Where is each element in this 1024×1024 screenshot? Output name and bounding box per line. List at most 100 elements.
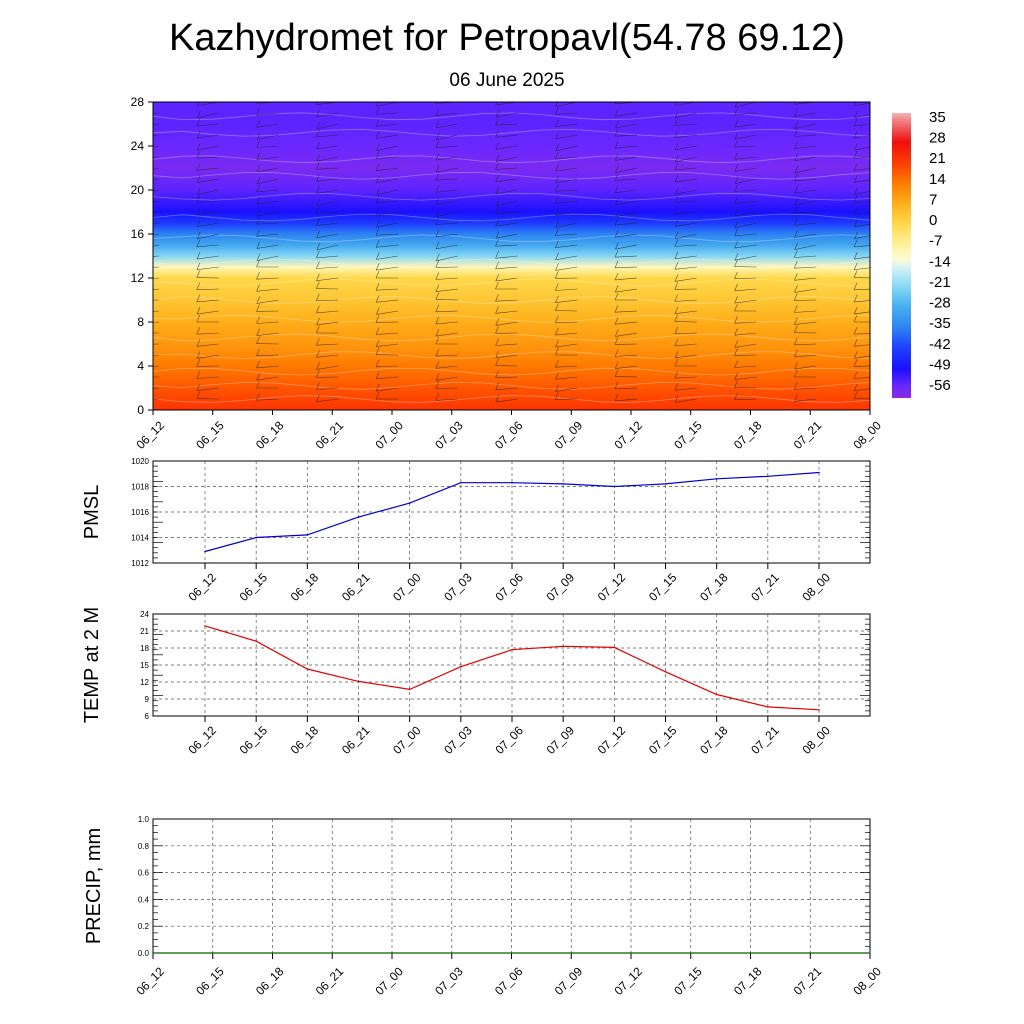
- wind-barb: [734, 178, 757, 184]
- wind-barb-feather: [614, 292, 619, 301]
- wind-barb: [555, 200, 578, 204]
- colorbar-label: 35: [929, 109, 946, 126]
- wind-barb: [495, 255, 518, 259]
- wind-barb: [376, 266, 399, 271]
- wind-barb: [153, 343, 160, 345]
- y-tick-label: 16: [131, 227, 145, 241]
- wind-barb: [256, 244, 279, 249]
- wind-barb-feather: [614, 381, 619, 389]
- wind-barb-feather: [137, 251, 140, 258]
- data-point: [204, 550, 206, 553]
- wind-barb-feather: [375, 195, 380, 204]
- wind-barb: [615, 321, 638, 325]
- contour-line: [153, 234, 870, 243]
- data-point: [357, 516, 360, 518]
- wind-barb-feather: [555, 303, 559, 311]
- wind-barb-feather: [734, 392, 738, 400]
- wind-barb: [316, 354, 339, 358]
- wind-barb-feather: [794, 141, 798, 149]
- wind-barb: [196, 123, 219, 127]
- wind-barb-feather: [316, 370, 320, 378]
- wind-barb-feather: [138, 243, 141, 250]
- wind-barb-feather: [734, 164, 739, 172]
- wind-barb: [376, 123, 399, 127]
- wind-barb: [376, 178, 399, 184]
- wind-barb-feather: [674, 306, 679, 314]
- wind-barb: [615, 332, 638, 337]
- wind-barb: [674, 123, 697, 126]
- wind-barb: [256, 134, 279, 140]
- wind-barb-feather: [376, 175, 380, 183]
- wind-barb: [435, 112, 458, 116]
- wind-barb: [256, 288, 279, 292]
- wind-barb: [196, 310, 219, 315]
- x-tick-label: 06_15: [193, 964, 227, 998]
- wind-barb-feather: [674, 338, 679, 347]
- colorbar-label: 21: [929, 150, 946, 167]
- wind-barb-feather: [316, 174, 320, 182]
- wind-barb-feather: [674, 383, 679, 391]
- wind-barb-feather: [794, 121, 798, 129]
- wind-barb-feather: [137, 394, 140, 401]
- wind-barb: [794, 123, 817, 129]
- wind-barb: [794, 222, 817, 226]
- heatmap-field: [153, 102, 870, 410]
- wind-barb: [435, 222, 458, 225]
- wind-barb-feather: [794, 165, 799, 174]
- wind-barb-feather: [614, 284, 619, 293]
- wind-barb: [256, 255, 279, 261]
- wind-barb-feather: [435, 361, 440, 369]
- wind-barb: [794, 255, 817, 258]
- y-tick-label: 1.0: [138, 815, 150, 824]
- grid-lines: [153, 819, 870, 953]
- wind-barb-feather: [853, 151, 858, 159]
- wind-barb-feather: [794, 273, 798, 281]
- wind-barb-feather: [376, 187, 380, 196]
- wind-barb: [854, 102, 870, 107]
- data-point: [664, 483, 667, 485]
- wind-barb-feather: [495, 162, 499, 170]
- wind-barb: [256, 354, 279, 357]
- wind-barb-feather: [854, 351, 858, 359]
- colorbar-label: -7: [929, 233, 942, 250]
- wind-barb: [376, 200, 399, 204]
- wind-barb: [675, 233, 697, 239]
- wind-barb-feather: [615, 153, 619, 161]
- wind-barb: [376, 376, 399, 380]
- wind-barb-feather: [555, 283, 559, 291]
- wind-barb: [495, 189, 518, 195]
- wind-barb-feather: [794, 242, 798, 250]
- wind-barb-feather: [316, 242, 321, 251]
- wind-barb: [256, 200, 279, 205]
- wind-barb-feather: [674, 102, 677, 106]
- wind-barb: [153, 134, 160, 136]
- plot-frame: [152, 613, 871, 717]
- wind-barb-feather: [794, 218, 798, 226]
- wind-barb-feather: [734, 283, 738, 292]
- wind-barb-feather: [196, 383, 201, 391]
- wind-barb-feather: [853, 327, 858, 335]
- colorbar-legend: 35 28 21 14 7 0 -7 -14 -21 -28 -35 -42 -49 -56: [892, 109, 951, 398]
- wind-barb-feather: [495, 370, 499, 378]
- wind-barb: [555, 299, 578, 303]
- wind-barb-feather: [674, 162, 679, 171]
- precip-panel: 0.0 0.2 0.4 0.6 0.8 1.0 06_12 06_15 06_18 06_21 07…: [83, 815, 884, 998]
- wind-barb: [794, 189, 817, 194]
- colorbar-label: 14: [929, 171, 946, 188]
- wind-barb: [316, 299, 339, 302]
- wind-barb-feather: [495, 198, 500, 207]
- wind-barb: [256, 112, 279, 116]
- wind-barb-feather: [137, 350, 140, 357]
- wind-barb: [614, 134, 638, 137]
- wind-barb-feather: [853, 306, 858, 315]
- wind-barb-feather: [794, 250, 798, 258]
- wind-barb-feather: [734, 303, 738, 312]
- x-tick-label: 07_12: [611, 964, 645, 998]
- wind-barb-feather: [674, 231, 679, 239]
- wind-barb-feather: [674, 371, 679, 379]
- wind-barb: [614, 266, 638, 269]
- wind-barb-feather: [256, 316, 260, 324]
- x-tick-label: 07_06: [492, 418, 526, 452]
- contour-line: [153, 395, 870, 403]
- wind-barb: [495, 222, 518, 227]
